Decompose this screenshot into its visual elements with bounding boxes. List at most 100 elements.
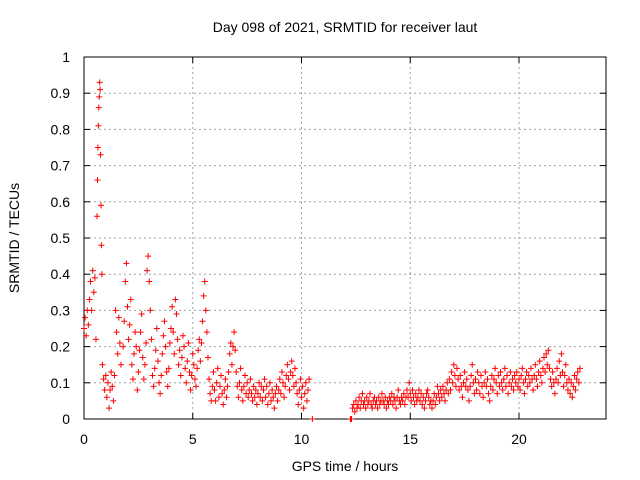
data-point xyxy=(559,368,566,375)
data-point xyxy=(295,401,302,408)
data-point xyxy=(106,405,113,412)
data-point xyxy=(285,376,292,383)
data-point xyxy=(97,151,104,158)
data-point xyxy=(490,376,497,383)
data-point xyxy=(511,372,518,379)
data-point xyxy=(152,347,159,354)
data-point xyxy=(275,387,282,394)
data-point xyxy=(434,383,441,390)
data-point xyxy=(113,329,120,336)
y-tick-label: 0.5 xyxy=(51,230,71,246)
data-point xyxy=(522,376,529,383)
data-point xyxy=(530,387,537,394)
data-point xyxy=(128,361,135,368)
data-point xyxy=(299,383,306,390)
data-point xyxy=(120,343,127,350)
data-point xyxy=(544,361,551,368)
data-point xyxy=(539,365,546,372)
data-point xyxy=(418,390,425,397)
data-point xyxy=(286,387,293,394)
data-point xyxy=(497,368,504,375)
data-point xyxy=(203,329,210,336)
data-point xyxy=(527,365,534,372)
data-point xyxy=(388,390,395,397)
data-point xyxy=(526,379,533,386)
data-point xyxy=(260,387,267,394)
data-point xyxy=(95,104,102,111)
data-point xyxy=(435,390,442,397)
data-point xyxy=(432,401,439,408)
data-point xyxy=(172,296,179,303)
data-point xyxy=(227,339,234,346)
data-point xyxy=(185,339,192,346)
data-point xyxy=(99,361,106,368)
y-tick-label: 0.6 xyxy=(51,194,71,210)
data-point xyxy=(534,383,541,390)
data-point xyxy=(359,390,366,397)
data-point xyxy=(153,325,160,332)
data-point xyxy=(541,354,548,361)
data-point xyxy=(423,390,430,397)
data-point xyxy=(136,347,143,354)
x-tick-label: 15 xyxy=(402,431,418,447)
data-point xyxy=(189,350,196,357)
data-point xyxy=(294,390,301,397)
data-point xyxy=(512,379,519,386)
data-point xyxy=(243,390,250,397)
data-point xyxy=(135,368,142,375)
data-point xyxy=(101,387,108,394)
data-point xyxy=(253,401,260,408)
data-point xyxy=(187,387,194,394)
data-point xyxy=(438,394,445,401)
data-point xyxy=(88,307,95,314)
data-point xyxy=(537,372,544,379)
data-point xyxy=(290,383,297,390)
data-point xyxy=(455,376,462,383)
data-point xyxy=(507,368,514,375)
data-point xyxy=(546,365,553,372)
data-point xyxy=(520,379,527,386)
data-point xyxy=(409,387,416,394)
x-tick-label: 5 xyxy=(189,431,197,447)
data-point xyxy=(231,329,238,336)
data-point xyxy=(170,329,177,336)
data-point xyxy=(236,379,243,386)
data-point xyxy=(270,394,277,401)
data-point xyxy=(545,347,552,354)
data-point xyxy=(262,394,269,401)
data-point xyxy=(239,397,246,404)
data-point xyxy=(85,321,92,328)
data-point xyxy=(241,372,248,379)
data-point xyxy=(186,368,193,375)
data-point xyxy=(535,368,542,375)
data-point xyxy=(149,372,156,379)
data-point xyxy=(293,379,300,386)
data-point xyxy=(196,336,203,343)
y-tick-label: 0.8 xyxy=(51,121,71,137)
chart-title: Day 098 of 2021, SRMTID for receiver lau… xyxy=(213,19,478,35)
y-axis-label: SRMTID / TECUs xyxy=(6,183,22,293)
data-point xyxy=(400,390,407,397)
data-point xyxy=(213,379,220,386)
data-point xyxy=(83,332,90,339)
data-point xyxy=(89,267,96,274)
data-point xyxy=(467,383,474,390)
data-point xyxy=(90,289,97,296)
y-tick-label: 0 xyxy=(62,411,70,427)
data-point xyxy=(450,361,457,368)
data-point xyxy=(276,376,283,383)
data-point xyxy=(95,122,102,129)
data-point xyxy=(517,387,524,394)
data-point xyxy=(367,390,374,397)
data-point xyxy=(100,376,107,383)
data-point xyxy=(249,397,256,404)
data-point xyxy=(199,318,206,325)
data-point xyxy=(280,379,287,386)
data-point xyxy=(476,390,483,397)
data-point xyxy=(547,376,554,383)
data-point xyxy=(168,325,174,332)
data-point xyxy=(265,390,272,397)
data-point xyxy=(225,368,232,375)
data-point xyxy=(549,368,556,375)
data-point xyxy=(92,336,99,343)
